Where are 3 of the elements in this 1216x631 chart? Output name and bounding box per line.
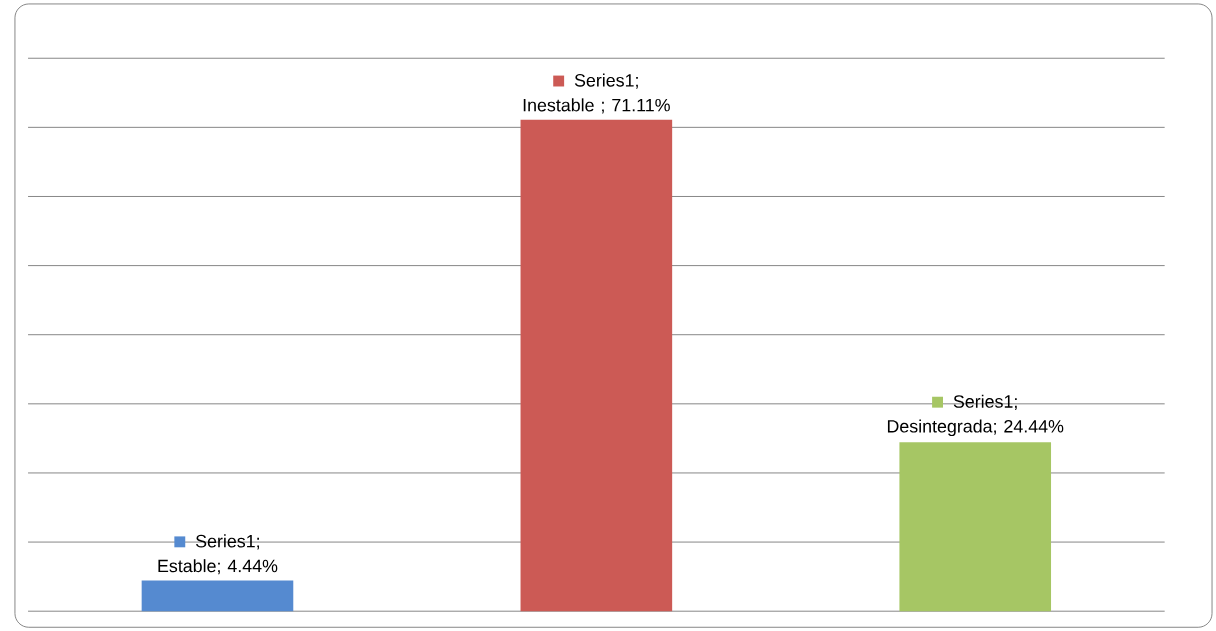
data-label: Series1; Desintegrada; 24.44% — [887, 394, 1064, 437]
data-label: Series1; Inestable ; 71.11% — [523, 73, 670, 114]
data-label: Series1; Estable; 4.44% — [158, 534, 278, 575]
